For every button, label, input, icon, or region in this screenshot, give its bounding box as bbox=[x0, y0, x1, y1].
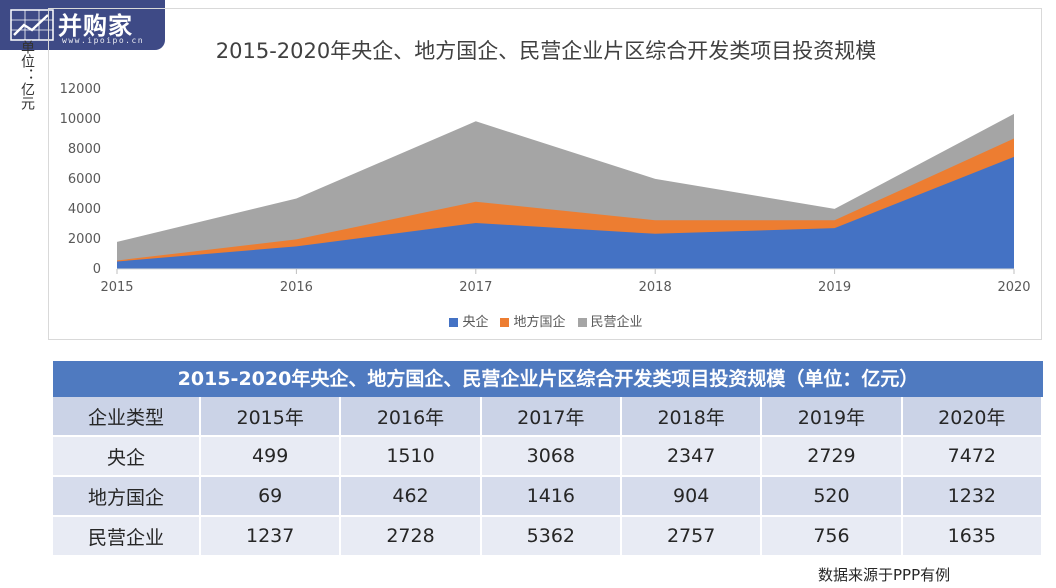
table-title: 2015-2020年央企、地方国企、民营企业片区综合开发类项目投资规模（单位：亿… bbox=[53, 361, 1043, 397]
table-cell: 央企 bbox=[53, 437, 201, 477]
table-grid: 企业类型 2015年 2016年 2017年 2018年 2019年 2020年… bbox=[53, 397, 1043, 557]
x-tick-label: 2017 bbox=[459, 280, 492, 295]
table-header-row: 企业类型 2015年 2016年 2017年 2018年 2019年 2020年 bbox=[53, 397, 1043, 437]
legend-swatch bbox=[577, 317, 587, 327]
table-cell: 2757 bbox=[621, 517, 763, 557]
logo-site: www.ipoipo.cn bbox=[62, 36, 145, 45]
table-row: 民营企业 1237 2728 5362 2757 756 1635 bbox=[53, 517, 1043, 557]
legend-item-1: 地方国企 bbox=[500, 311, 566, 330]
unit-label: 单位：亿元 bbox=[19, 40, 35, 110]
table-cell: 1510 bbox=[341, 437, 482, 477]
table-cell: 520 bbox=[762, 477, 903, 517]
table-cell: 1237 bbox=[201, 517, 342, 557]
table-cell: 1635 bbox=[902, 517, 1043, 557]
x-tick-label: 2016 bbox=[280, 280, 313, 295]
table-cell: 499 bbox=[201, 437, 342, 477]
x-tick-label: 2018 bbox=[639, 280, 672, 295]
y-tick-label: 12000 bbox=[60, 82, 101, 97]
header-cell: 2016年 bbox=[341, 397, 482, 437]
table-cell: 904 bbox=[621, 477, 763, 517]
table-cell: 1416 bbox=[481, 477, 622, 517]
table-row: 地方国企 69 462 1416 904 520 1232 bbox=[53, 477, 1043, 517]
x-tick-label: 2019 bbox=[818, 280, 851, 295]
header-cell: 2017年 bbox=[481, 397, 622, 437]
logo-name: 并购家 bbox=[58, 12, 133, 40]
header-cell: 2020年 bbox=[902, 397, 1043, 437]
legend-label: 央企 bbox=[462, 315, 489, 330]
table-cell: 462 bbox=[341, 477, 482, 517]
y-tick-label: 4000 bbox=[68, 202, 101, 217]
chart-title: 2015-2020年央企、地方国企、民营企业片区综合开发类项目投资规模 bbox=[215, 39, 877, 63]
table-cell: 69 bbox=[201, 477, 342, 517]
legend-label: 地方国企 bbox=[513, 315, 566, 330]
header-cell: 企业类型 bbox=[53, 397, 201, 437]
chart-legend: 央企 地方国企 民营企业 bbox=[49, 311, 1043, 330]
chart-logo-icon bbox=[10, 9, 54, 41]
table-cell: 756 bbox=[762, 517, 903, 557]
table-cell: 民营企业 bbox=[53, 517, 201, 557]
table-cell: 7472 bbox=[902, 437, 1043, 477]
y-tick-label: 10000 bbox=[60, 112, 101, 127]
table-cell: 3068 bbox=[481, 437, 622, 477]
data-source-note: 数据来源于PPP有例 bbox=[818, 566, 951, 584]
chart-area: 2015-2020年央企、地方国企、民营企业片区综合开发类项目投资规模 2015… bbox=[48, 8, 1042, 340]
legend-swatch bbox=[449, 317, 459, 327]
x-tick-label: 2015 bbox=[100, 280, 133, 295]
data-table: 2015-2020年央企、地方国企、民营企业片区综合开发类项目投资规模（单位：亿… bbox=[53, 361, 1043, 557]
legend-item-0: 央企 bbox=[449, 311, 488, 330]
table-cell: 地方国企 bbox=[53, 477, 201, 517]
table-cell: 2728 bbox=[341, 517, 482, 557]
y-tick-label: 0 bbox=[93, 262, 101, 277]
header-cell: 2015年 bbox=[201, 397, 342, 437]
legend-label: 民营企业 bbox=[590, 315, 643, 330]
y-tick-label: 6000 bbox=[68, 172, 101, 187]
table-row: 央企 499 1510 3068 2347 2729 7472 bbox=[53, 437, 1043, 477]
area-series-0 bbox=[117, 156, 1014, 269]
legend-item-2: 民营企业 bbox=[577, 311, 643, 330]
y-tick-label: 2000 bbox=[68, 232, 101, 247]
table-cell: 2729 bbox=[762, 437, 903, 477]
header-cell: 2019年 bbox=[762, 397, 903, 437]
stacked-area-chart: 2015 2016 2017 2018 2019 2020 0 2000 4000 6000 800… bbox=[60, 82, 1031, 295]
y-tick-label: 8000 bbox=[68, 142, 101, 157]
table-cell: 1232 bbox=[902, 477, 1043, 517]
legend-swatch bbox=[500, 317, 510, 327]
x-tick-label: 2020 bbox=[997, 280, 1030, 295]
header-cell: 2018年 bbox=[621, 397, 763, 437]
table-cell: 5362 bbox=[481, 517, 622, 557]
table-cell: 2347 bbox=[621, 437, 763, 477]
